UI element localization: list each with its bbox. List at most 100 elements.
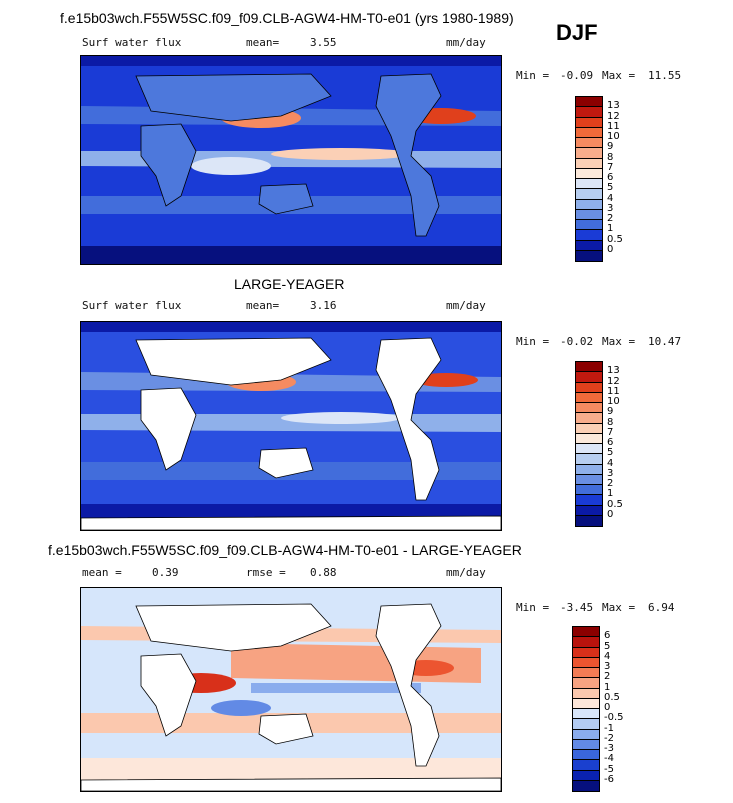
polar-band-north (81, 56, 501, 66)
colorbar (572, 626, 600, 792)
colorbar-swatch (576, 107, 602, 118)
colorbar-tick-label: 0.5 (607, 233, 623, 245)
landmass-antarctica (81, 515, 501, 530)
min-label: Min = (516, 335, 550, 348)
max-value: 6.94 (648, 601, 675, 614)
landmass-australia (258, 183, 314, 215)
colorbar-tick-label: 0 (607, 508, 614, 520)
itcz-feature (271, 148, 411, 160)
colorbar-tick-label: 2 (607, 213, 614, 224)
map-difference (80, 587, 502, 792)
colorbar-swatch (576, 423, 602, 434)
panel-caption: LARGE-YEAGER (234, 276, 345, 292)
colorbar-tick-label: 10 (607, 396, 620, 407)
gulfstream-max (414, 373, 478, 387)
rmse-value: 0.88 (310, 566, 337, 579)
landmass-africa (140, 387, 197, 471)
colorbar-swatch (576, 230, 602, 241)
colorbar-swatch (573, 739, 599, 750)
mean-label: mean= (246, 299, 280, 312)
colorbar-swatch (573, 678, 599, 689)
colorbar-tick-label: 5 (607, 182, 614, 194)
colorbar-swatch (576, 433, 602, 444)
itcz-negative-band (251, 683, 421, 693)
colorbar-swatch (576, 372, 602, 383)
colorbar-tick-label: 4 (604, 650, 611, 662)
min-label: Min = (516, 69, 550, 82)
colorbar-swatch (576, 362, 602, 373)
colorbar-swatch (573, 668, 599, 679)
max-label: Max = (602, 601, 636, 614)
colorbar-tick-label: 5 (607, 447, 614, 459)
colorbar-tick-label: 3 (607, 467, 614, 479)
colorbar (575, 361, 603, 527)
colorbar-tick-label: 5 (604, 640, 611, 652)
min-label: Min = (516, 601, 550, 614)
landmass-antarctica (81, 777, 501, 791)
mean-value: 0.39 (152, 566, 179, 579)
colorbar-swatch (576, 515, 602, 526)
colorbar-swatch (576, 403, 602, 414)
colorbar-swatch (573, 647, 599, 658)
colorbar-tick-label: 1 (604, 681, 611, 693)
colorbar-swatch (576, 250, 602, 261)
colorbar-tick-label: 2 (604, 671, 611, 683)
colorbar-tick-label: 8 (607, 416, 614, 428)
colorbar-tick-label: 6 (607, 437, 614, 448)
colorbar-tick-label: 3 (607, 202, 614, 214)
colorbar-swatch (576, 454, 602, 465)
figure-title: f.e15b03wch.F55W5SC.f09_f09.CLB-AGW4-HM-… (60, 10, 514, 26)
units-label: mm/day (446, 566, 486, 579)
colorbar-swatch (576, 209, 602, 220)
colorbar-tick-label: -4 (604, 753, 614, 765)
colorbar-tick-label: 0 (604, 702, 611, 713)
colorbar-swatch (576, 444, 602, 455)
max-label: Max = (602, 335, 636, 348)
colorbar-tick-label: -5 (604, 763, 614, 775)
continents (135, 73, 442, 237)
min-value: -3.45 (560, 601, 594, 614)
colorbar-tick-label: -6 (604, 773, 614, 785)
colorbar-tick-label: 2 (607, 478, 614, 489)
rmse-label: rmse = (246, 566, 286, 579)
season-label: DJF (556, 20, 598, 45)
colorbar-swatch (573, 698, 599, 709)
landmass-americas (375, 73, 442, 237)
mean-label: mean = (82, 566, 122, 579)
colorbar-tick-label: -0.5 (604, 712, 624, 724)
landmass-eurasia (135, 603, 332, 652)
landmass-australia (258, 713, 314, 745)
colorbar-swatch (576, 158, 602, 169)
colorbar-tick-label: 9 (607, 406, 614, 418)
colorbar-tick-label: 7 (607, 161, 614, 173)
mean-label: mean= (246, 36, 280, 49)
colorbar-swatch (573, 657, 599, 668)
colorbar-swatch (576, 485, 602, 496)
colorbar-swatch (576, 382, 602, 393)
landmass-australia (258, 447, 314, 479)
colorbar-swatch (576, 179, 602, 190)
landmass-eurasia (135, 73, 332, 122)
colorbar-swatch (573, 750, 599, 761)
map-observed-precip (80, 321, 502, 531)
variable-label: Surf water flux (82, 299, 182, 312)
colorbar-tick-label: 7 (607, 426, 614, 438)
colorbar-tick-label: 13 (607, 100, 620, 112)
colorbar-tick-label: 9 (607, 141, 614, 153)
colorbar-swatch (576, 392, 602, 403)
mean-value: 3.55 (310, 36, 337, 49)
warm-pool-feature (191, 157, 271, 175)
min-value: -0.09 (560, 69, 594, 82)
landmass-eurasia (135, 337, 332, 386)
colorbar-swatch (576, 464, 602, 475)
units-label: mm/day (446, 36, 486, 49)
colorbar-swatch (573, 770, 599, 781)
panel-caption: f.e15b03wch.F55W5SC.f09_f09.CLB-AGW4-HM-… (48, 542, 522, 558)
polar-band-north (81, 322, 501, 332)
colorbar-tick-label: -1 (604, 722, 614, 734)
polar-band-south (81, 246, 501, 264)
map-model-precip (80, 55, 502, 265)
max-value: 10.47 (648, 335, 682, 348)
colorbar-swatch (576, 413, 602, 424)
colorbar-swatch (576, 138, 602, 149)
